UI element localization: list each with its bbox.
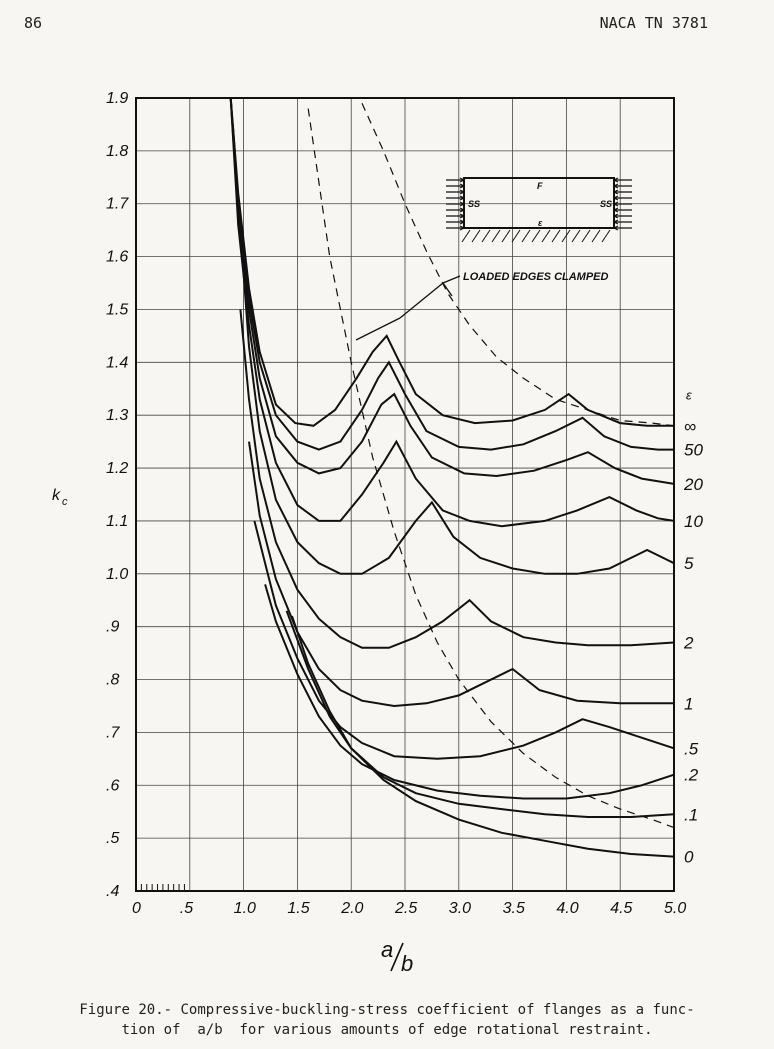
plate-diagram: F SS SS ε <box>446 177 632 243</box>
curve-eps-∞ <box>229 97 674 427</box>
x-axis-label: a b <box>381 937 413 976</box>
left-edge-label: SS <box>468 199 480 209</box>
annotation-arrows <box>355 275 461 341</box>
x-tick-label: 4.5 <box>610 900 632 917</box>
y-tick-label: .6 <box>106 777 119 794</box>
x-axis-label-a: a <box>381 937 393 962</box>
restrained-edge-label: ε <box>538 218 543 228</box>
curve-eps-10 <box>229 97 675 528</box>
x-tick-label: 0 <box>132 900 141 917</box>
y-tick-label: 1.6 <box>106 249 128 266</box>
right-edge-label: SS <box>600 199 612 209</box>
x-tick-label: .5 <box>180 900 193 917</box>
x-tick-label: 1.5 <box>287 900 309 917</box>
y-tick-label: 1.1 <box>106 513 128 530</box>
curve-eps-0 <box>291 615 675 858</box>
report-number: NACA TN 3781 <box>599 14 708 32</box>
free-edge-label: F <box>537 181 543 191</box>
curve-eps-5 <box>231 124 675 575</box>
x-tick-label: 4.0 <box>556 900 578 917</box>
y-tick-label: 1.5 <box>106 301 128 318</box>
x-tick-label: 3.0 <box>449 900 471 917</box>
y-tick-label: 1.4 <box>106 354 128 371</box>
curve-eps-20 <box>229 97 675 485</box>
y-tick-label: .8 <box>106 672 119 689</box>
curve-eps-1 <box>248 441 674 708</box>
plot-frame <box>135 97 675 892</box>
caption-line-1: Figure 20.- Compressive-buckling-stress … <box>79 1002 695 1018</box>
curve-label: 5 <box>684 554 694 573</box>
curve-label: 2 <box>683 634 694 653</box>
grid <box>135 97 675 892</box>
y-tick-label: 1.0 <box>106 566 128 583</box>
arrow-left <box>355 317 401 341</box>
curve-label: 50 <box>684 441 703 460</box>
x-tick-label: 1.0 <box>234 900 256 917</box>
curve-labels: ∞ 50 20 10 5 2 1 .5 .2 .1 0 ε <box>683 387 703 866</box>
y-tick-label: .9 <box>106 619 119 636</box>
curve-label: 0 <box>684 848 694 867</box>
y-axis-label-sub: c <box>62 496 68 508</box>
y-tick-label: 1.3 <box>106 407 128 424</box>
curve-label: .5 <box>684 739 699 758</box>
curve-eps-.5 <box>253 520 675 760</box>
y-tick-label: 1.7 <box>106 196 129 213</box>
curve-label: 20 <box>683 475 703 494</box>
curve-eps-2 <box>239 309 675 649</box>
tick-labels: 0 .5 1.0 1.5 2.0 2.5 3.0 3.5 4.0 4.5 5.0 .4 .5 .6 .7 .8… <box>106 90 686 917</box>
caption-line-2: tion of a/b for various amounts of edge … <box>121 1022 653 1038</box>
curve-label: 1 <box>684 694 693 713</box>
arrow-right <box>442 282 453 297</box>
x-axis-label-b: b <box>401 951 413 976</box>
curve-label: .2 <box>684 766 699 785</box>
x-axis-label-slash <box>390 942 404 972</box>
page-number: 86 <box>24 14 43 32</box>
x-tick-label: 2.0 <box>340 900 363 917</box>
y-tick-label: 1.8 <box>106 143 128 160</box>
y-tick-label: .5 <box>106 830 119 847</box>
curve-eps-.2 <box>264 584 675 800</box>
clamped-edges-curve <box>307 108 675 829</box>
curve-label: ∞ <box>684 417 696 436</box>
y-tick-label: 1.2 <box>106 460 128 477</box>
loaded-edges-annotation: LOADED EDGES CLAMPED <box>463 271 609 283</box>
curves <box>229 97 675 858</box>
x-tick-label: 5.0 <box>664 900 686 917</box>
legend-title: ε <box>686 387 692 402</box>
x-tick-label: 3.5 <box>503 900 525 917</box>
clamped-edges-curve <box>361 103 675 427</box>
curve-eps-.1 <box>285 610 675 818</box>
y-tick-label: .7 <box>106 724 120 741</box>
curve-eps-50 <box>229 97 674 451</box>
figure-caption: Figure 20.- Compressive-buckling-stress … <box>0 1000 774 1040</box>
x-tick-label: 2.5 <box>394 900 417 917</box>
y-tick-label: .4 <box>106 883 119 900</box>
y-axis-label: k c <box>52 487 68 508</box>
y-axis-label-k: k <box>52 487 61 504</box>
y-tick-label: 1.9 <box>106 90 128 107</box>
curve-label: .1 <box>684 805 698 824</box>
curve-label: 10 <box>684 512 703 531</box>
